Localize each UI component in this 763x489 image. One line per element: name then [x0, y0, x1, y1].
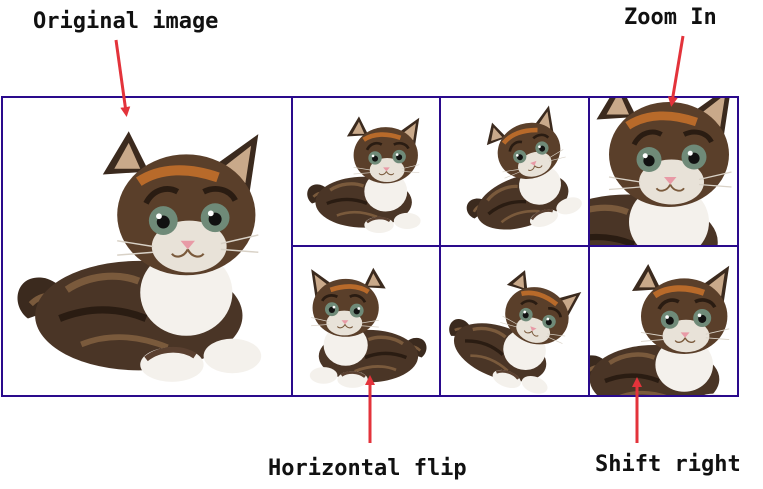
kitten-rotated-left-image [444, 104, 586, 248]
label-zoom-in: Zoom In [624, 5, 717, 30]
kitten-shift-right-image [579, 264, 731, 421]
kitten-small-crouch-image [307, 116, 420, 233]
tile-sample-bottom-2 [437, 252, 583, 400]
arrow-original-image [114, 39, 131, 117]
label-horizontal-flip: Horizontal flip [268, 456, 467, 481]
arrows [114, 35, 685, 443]
tile-sample-bottom-3 [579, 264, 731, 421]
tile-sample-bottom-1 [310, 268, 427, 388]
arrow-zoom-in [667, 35, 685, 107]
label-original-image: Original image [33, 9, 219, 34]
kitten-horizontal-flip-image [310, 268, 427, 388]
tile-sample-top-1 [307, 116, 420, 233]
tile-original [2, 97, 292, 396]
kitten-rotated-right-image [437, 252, 583, 400]
tile-sample-top-2 [444, 104, 586, 248]
label-shift-right: Shift right [595, 452, 741, 477]
